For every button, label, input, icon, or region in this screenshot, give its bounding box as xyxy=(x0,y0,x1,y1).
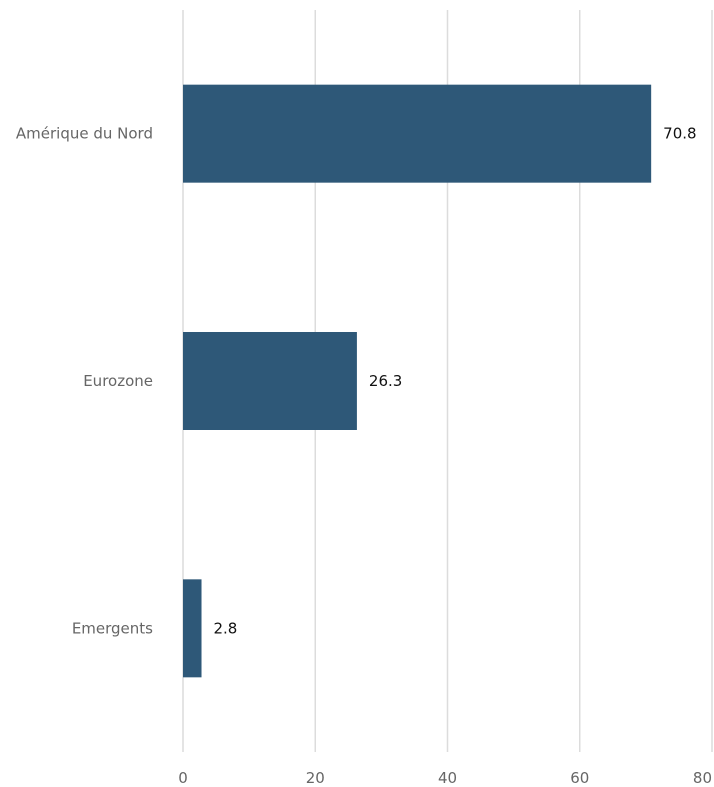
bar-1 xyxy=(183,84,652,183)
bars xyxy=(183,84,652,678)
value-label: 70.8 xyxy=(663,125,696,143)
x-tick-label: 60 xyxy=(570,769,589,787)
category-label: Emergents xyxy=(72,619,153,637)
x-tick-label: 80 xyxy=(693,769,712,787)
category-labels: Amérique du Nord Eurozone Emergents xyxy=(16,125,153,638)
x-tick-label: 0 xyxy=(178,769,188,787)
x-axis-ticks: 0 20 40 60 80 xyxy=(178,769,712,787)
x-tick-label: 20 xyxy=(306,769,325,787)
value-label: 26.3 xyxy=(369,372,402,390)
category-label: Eurozone xyxy=(83,372,153,390)
bar-2 xyxy=(183,332,357,430)
value-label: 2.8 xyxy=(214,619,238,637)
category-label: Amérique du Nord xyxy=(16,125,153,143)
bar-3 xyxy=(183,579,202,678)
value-labels: 70.8 26.3 2.8 xyxy=(214,125,697,638)
x-tick-label: 40 xyxy=(438,769,457,787)
